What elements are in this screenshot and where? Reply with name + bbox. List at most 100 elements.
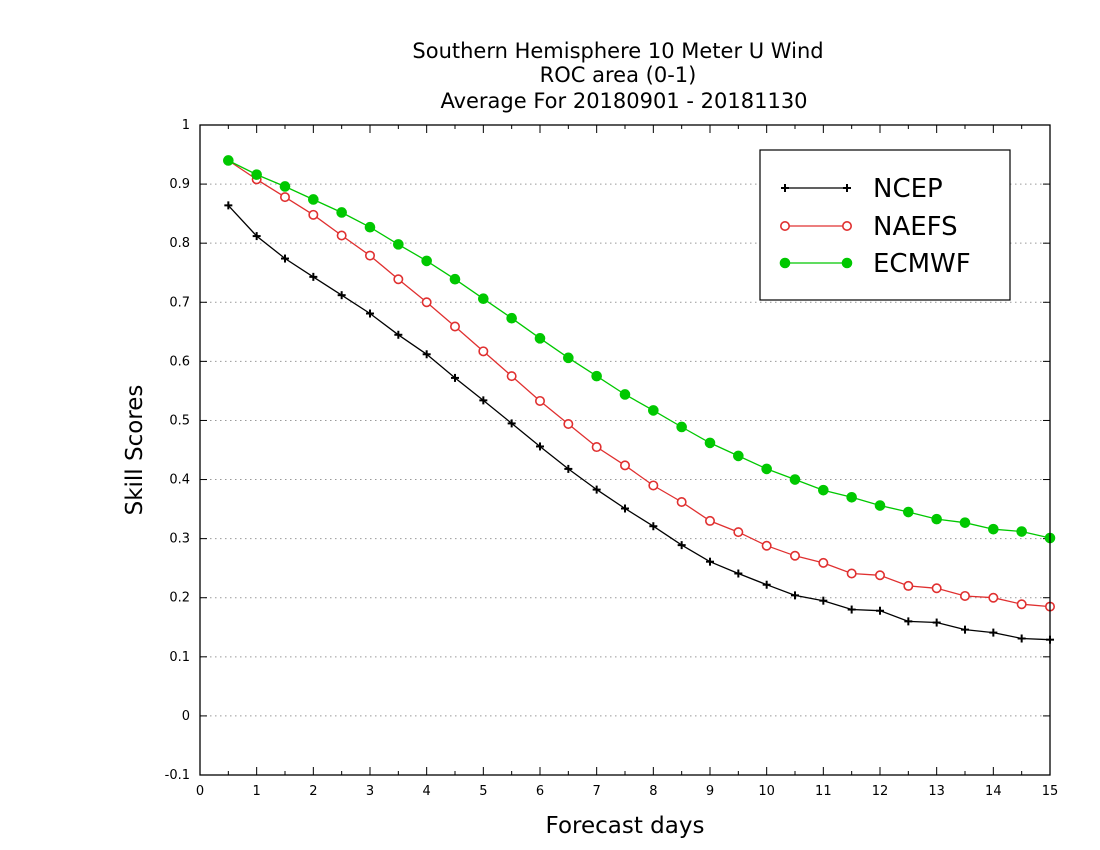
data-point-open-circle [931,583,942,594]
data-point-open-circle [959,590,970,601]
y-tick-label: 0.2 [169,591,190,606]
data-point-plus [564,464,573,473]
series-ncep [224,201,1054,644]
x-tick-label: 13 [928,784,945,799]
data-point-open-circle [619,460,630,471]
y-tick-label: 0.7 [169,295,190,310]
data-point-filled-circle [308,194,319,205]
data-point-open-circle [779,221,790,232]
y-tick-label: 0.9 [169,177,190,192]
legend-item-ncep: NCEP [781,174,943,204]
data-point-filled-circle [251,169,262,180]
chart-subtitle-line: ROC area (0-1) [540,63,697,87]
data-point-open-circle [818,557,829,568]
data-point-open-circle [449,321,460,332]
x-tick-label: 6 [536,784,544,799]
data-point-plus [876,606,884,615]
chart-title-line: Southern Hemisphere 10 Meter U Wind [412,39,823,63]
data-point-filled-circle [779,257,791,269]
data-point-open-circle [336,230,347,241]
legend-item-naefs: NAEFS [779,212,958,242]
x-tick-label: 0 [196,784,204,799]
chart-legend: NCEP NAEFS ECMWF [759,149,1011,301]
data-point-filled-circle [506,312,517,324]
data-point-plus [592,485,601,494]
data-point-plus [843,184,851,192]
data-point-filled-circle [1016,526,1027,537]
data-point-plus [1017,634,1026,643]
data-point-filled-circle [619,389,631,400]
y-tick-label: 0.1 [169,650,190,665]
data-point-open-circle [506,371,517,382]
data-point-open-circle [534,395,545,406]
x-axis-label: Forecast days [546,813,705,839]
series-ecmwf [223,155,1056,544]
data-series [223,155,1056,644]
data-point-filled-circle [449,273,461,285]
data-point-plus [961,625,969,634]
data-point-open-circle [789,550,800,561]
data-point-filled-circle [591,370,602,382]
data-point-open-circle [988,592,999,603]
series-line-ncep [227,204,1051,641]
data-point-plus [394,330,403,339]
data-point-filled-circle [676,421,687,433]
data-point-filled-circle [563,352,574,364]
data-point-filled-circle [959,517,971,528]
data-point-plus [649,522,658,531]
data-point-plus [904,617,913,626]
data-point-open-circle [1016,599,1027,610]
data-point-open-circle [478,346,489,357]
legend-label: NAEFS [873,212,958,242]
plot-area-frame [199,124,1051,776]
x-tick-label: 8 [649,784,657,799]
data-point-plus [309,272,318,281]
data-point-plus [989,628,998,637]
grid-lines [200,183,1050,717]
data-point-filled-circle [364,221,376,233]
x-tick-label: 7 [593,784,601,799]
x-tick-label: 4 [423,784,431,799]
data-point-open-circle [308,209,319,220]
y-tick-label: 0.3 [169,532,190,547]
data-point-plus [337,291,346,300]
y-tick-label: 0.8 [169,236,190,251]
x-tick-label: 12 [872,784,889,799]
data-point-open-circle [279,192,290,203]
x-tick-label: 3 [366,784,374,799]
data-point-open-circle [591,442,602,453]
data-point-open-circle [421,297,432,308]
data-point-plus [734,569,743,578]
data-point-plus [224,201,233,210]
data-point-open-circle [846,568,857,579]
y-tick-label: 0.4 [169,473,190,488]
data-point-filled-circle [223,155,234,166]
data-point-filled-circle [789,474,801,485]
x-tick-label: 15 [1042,784,1059,799]
data-point-plus [677,541,686,550]
data-point-filled-circle [733,450,744,462]
legend-label: ECMWF [873,249,971,279]
y-tick-label: 1 [182,118,190,133]
data-point-open-circle [903,580,914,591]
data-point-filled-circle [336,207,347,218]
data-point-plus [791,591,799,600]
y-tick-label: 0 [182,709,190,724]
x-tick-label: 11 [815,784,832,799]
x-tick-label: 14 [985,784,1002,799]
series-naefs [223,155,1056,612]
x-tick-label: 9 [706,784,714,799]
data-point-open-circle [676,496,687,507]
chart-period-line: Average For 20180901 - 20181130 [440,89,807,113]
data-point-filled-circle [988,523,999,535]
data-point-filled-circle [931,513,942,525]
data-point-open-circle [841,221,852,232]
data-point-open-circle [704,515,715,526]
data-point-plus [762,580,771,589]
data-point-filled-circle [903,506,914,518]
data-point-plus [847,605,856,614]
data-point-filled-circle [478,293,489,305]
data-point-plus [706,557,714,566]
